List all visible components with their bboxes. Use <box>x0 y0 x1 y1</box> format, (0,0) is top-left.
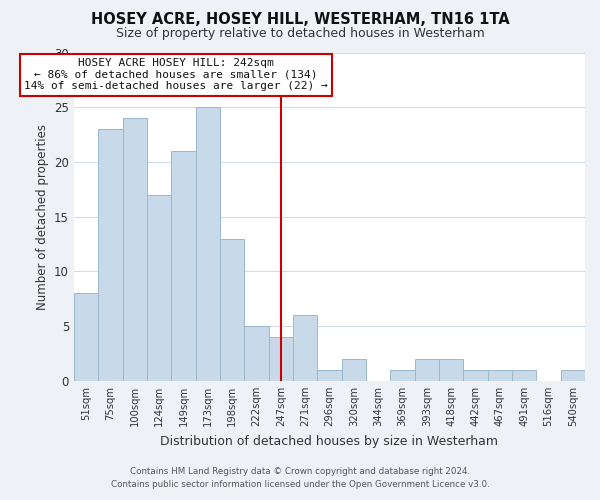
Bar <box>171 151 196 381</box>
X-axis label: Distribution of detached houses by size in Westerham: Distribution of detached houses by size … <box>160 434 499 448</box>
Text: Size of property relative to detached houses in Westerham: Size of property relative to detached ho… <box>116 28 484 40</box>
Bar <box>341 359 366 381</box>
Bar <box>415 359 439 381</box>
Bar <box>560 370 585 381</box>
Bar <box>147 195 171 381</box>
Bar <box>98 129 122 381</box>
Text: HOSEY ACRE, HOSEY HILL, WESTERHAM, TN16 1TA: HOSEY ACRE, HOSEY HILL, WESTERHAM, TN16 … <box>91 12 509 28</box>
Bar <box>439 359 463 381</box>
Bar <box>488 370 512 381</box>
Bar <box>269 337 293 381</box>
Bar <box>220 238 244 381</box>
Bar <box>122 118 147 381</box>
Text: HOSEY ACRE HOSEY HILL: 242sqm
← 86% of detached houses are smaller (134)
14% of : HOSEY ACRE HOSEY HILL: 242sqm ← 86% of d… <box>24 58 328 91</box>
Bar <box>512 370 536 381</box>
Bar <box>196 107 220 381</box>
Text: Contains HM Land Registry data © Crown copyright and database right 2024.
Contai: Contains HM Land Registry data © Crown c… <box>110 467 490 489</box>
Bar <box>293 315 317 381</box>
Bar <box>390 370 415 381</box>
Bar <box>317 370 341 381</box>
Bar <box>463 370 488 381</box>
Bar <box>244 326 269 381</box>
Bar <box>74 294 98 381</box>
Y-axis label: Number of detached properties: Number of detached properties <box>35 124 49 310</box>
